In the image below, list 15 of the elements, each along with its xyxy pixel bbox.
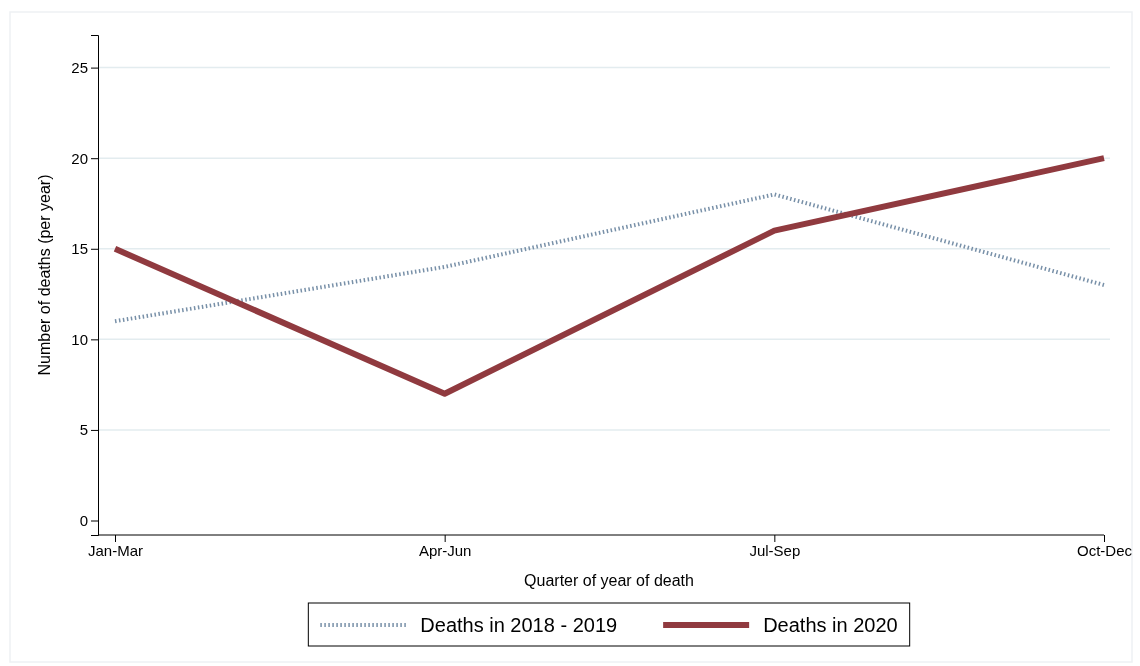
x-tick-label: Apr-Jun [418, 541, 472, 559]
x-tick-label: Jul-Sep [749, 541, 801, 559]
y-axis-title: Number of deaths (per year) [36, 174, 53, 376]
x-axis-title: Quarter of year of death [524, 572, 694, 589]
y-tick-label: 0 [79, 511, 88, 529]
y-tick-label: 5 [79, 421, 88, 439]
line-series [113, 192, 1106, 324]
y-tick-label: 15 [71, 240, 88, 258]
y-tick-label: 10 [71, 330, 88, 348]
y-tick-label: 20 [71, 149, 88, 167]
x-tick-label: Jan-Mar [87, 541, 144, 559]
legend-label: Deaths in 2020 [763, 614, 898, 636]
y-tick-label: 25 [71, 58, 88, 76]
x-tick-label: Oct-Dec [1076, 541, 1133, 559]
legend-label: Deaths in 2018 - 2019 [420, 614, 618, 636]
